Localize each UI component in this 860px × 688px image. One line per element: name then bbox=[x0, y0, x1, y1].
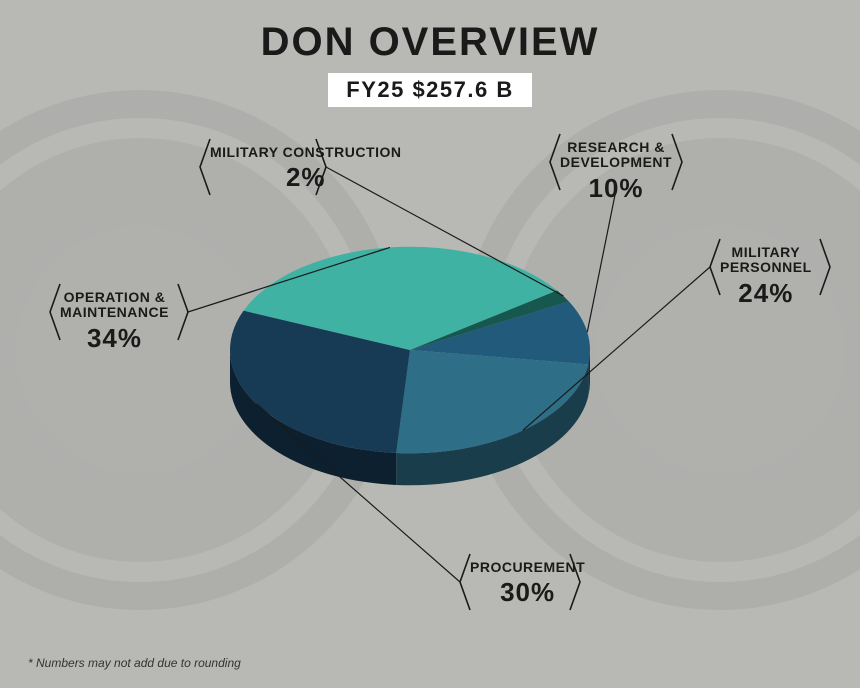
callout-pct: 24% bbox=[720, 278, 812, 309]
callout-label: RESEARCH & DEVELOPMENT bbox=[560, 140, 672, 171]
callout-label: MILITARY CONSTRUCTION bbox=[210, 145, 401, 160]
subtitle-badge: FY25 $257.6 B bbox=[328, 73, 531, 107]
callout-pct: 30% bbox=[470, 577, 585, 608]
callout-procurement: PROCUREMENT 30% bbox=[470, 560, 585, 608]
callout-label: OPERATION & MAINTENANCE bbox=[60, 290, 169, 321]
footnote: * Numbers may not add due to rounding bbox=[28, 656, 241, 670]
callout-om: OPERATION & MAINTENANCE34% bbox=[60, 290, 169, 354]
pie-chart bbox=[220, 190, 600, 510]
callout-pct: 2% bbox=[210, 162, 401, 193]
callout-pct: 34% bbox=[60, 323, 169, 354]
callout-personnel: MILITARY PERSONNEL24% bbox=[720, 245, 812, 309]
pie-svg bbox=[220, 190, 600, 510]
callout-label: PROCUREMENT bbox=[470, 560, 585, 575]
callout-rd: RESEARCH & DEVELOPMENT10% bbox=[560, 140, 672, 204]
callout-milcon: MILITARY CONSTRUCTION 2% bbox=[210, 145, 401, 193]
header: DON OVERVIEW FY25 $257.6 B bbox=[0, 20, 860, 107]
callout-pct: 10% bbox=[560, 173, 672, 204]
page-title: DON OVERVIEW bbox=[0, 20, 860, 65]
callout-label: MILITARY PERSONNEL bbox=[720, 245, 812, 276]
